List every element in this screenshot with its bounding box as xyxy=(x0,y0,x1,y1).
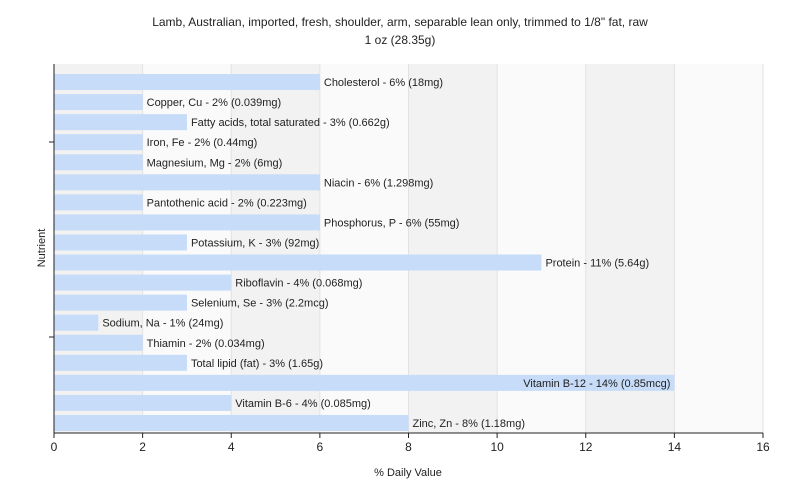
bar-label: Copper, Cu - 2% (0.039mg) xyxy=(147,97,282,109)
bar xyxy=(54,394,232,411)
x-tick-label: 2 xyxy=(139,440,146,454)
bar-label: Cholesterol - 6% (18mg) xyxy=(324,77,443,89)
bar-label: Pantothenic acid - 2% (0.223mg) xyxy=(147,197,307,209)
bar-label: Phosphorus, P - 6% (55mg) xyxy=(324,217,460,229)
bar xyxy=(54,294,187,311)
plot-band xyxy=(497,64,586,433)
bar xyxy=(54,334,143,351)
bar xyxy=(54,254,542,271)
bar xyxy=(54,234,187,251)
x-tick-label: 12 xyxy=(579,440,593,454)
x-tick-label: 6 xyxy=(317,440,324,454)
bar-label: Vitamin B-12 - 14% (0.85mcg) xyxy=(523,378,670,390)
plot-band xyxy=(231,64,320,433)
bar xyxy=(54,414,409,431)
bar-label: Vitamin B-6 - 4% (0.085mg) xyxy=(235,398,371,410)
plot-band xyxy=(319,64,409,433)
bar-label: Protein - 11% (5.64g) xyxy=(545,258,649,270)
bar xyxy=(54,354,187,371)
bar-labels: Cholesterol - 6% (18mg) Copper, Cu - 2% (… xyxy=(102,77,670,430)
bar-label: Fatty acids, total saturated - 3% (0.662… xyxy=(191,117,390,129)
plot-background xyxy=(54,64,763,433)
bar xyxy=(54,214,320,231)
x-tick-label: 14 xyxy=(668,440,682,454)
plot-band xyxy=(674,64,763,433)
bar-label: Riboflavin - 4% (0.068mg) xyxy=(235,278,362,290)
bar xyxy=(54,94,143,111)
bar-label: Potassium, K - 3% (92mg) xyxy=(191,237,319,249)
bar-label: Total lipid (fat) - 3% (1.65g) xyxy=(191,358,323,370)
x-tick-label: 10 xyxy=(490,440,504,454)
bar-label: Thiamin - 2% (0.034mg) xyxy=(147,338,265,350)
bar xyxy=(54,314,99,331)
bar-label: Zinc, Zn - 8% (1.18mg) xyxy=(413,418,525,430)
x-tick-label: 4 xyxy=(228,440,235,454)
x-axis-label: % Daily Value xyxy=(374,467,442,479)
bar xyxy=(54,114,187,131)
bar xyxy=(54,194,143,211)
x-tick-labels: 0 2 4 6 8 10 12 14 16 xyxy=(51,433,770,454)
bar-label: Niacin - 6% (1.298mg) xyxy=(324,177,433,189)
plot-band xyxy=(408,64,498,433)
bar xyxy=(54,374,675,391)
bar-label: Sodium, Na - 1% (24mg) xyxy=(102,318,223,330)
bar xyxy=(54,174,320,191)
bars xyxy=(54,74,675,431)
bar xyxy=(54,274,232,291)
bar-label: Selenium, Se - 3% (2.2mcg) xyxy=(191,298,329,310)
y-axis-label: Nutrient xyxy=(36,229,48,268)
x-tick-label: 8 xyxy=(405,440,412,454)
bar-label: Magnesium, Mg - 2% (6mg) xyxy=(147,157,283,169)
bar-label: Iron, Fe - 2% (0.44mg) xyxy=(147,137,258,149)
x-tick-label: 0 xyxy=(51,440,58,454)
bar xyxy=(54,74,320,91)
plot-band xyxy=(585,64,675,433)
chart-subtitle: 1 oz (28.35g) xyxy=(365,33,436,47)
bar xyxy=(54,154,143,171)
bar xyxy=(54,134,143,151)
x-tick-label: 16 xyxy=(756,440,770,454)
chart-title: Lamb, Australian, imported, fresh, shoul… xyxy=(152,15,648,29)
